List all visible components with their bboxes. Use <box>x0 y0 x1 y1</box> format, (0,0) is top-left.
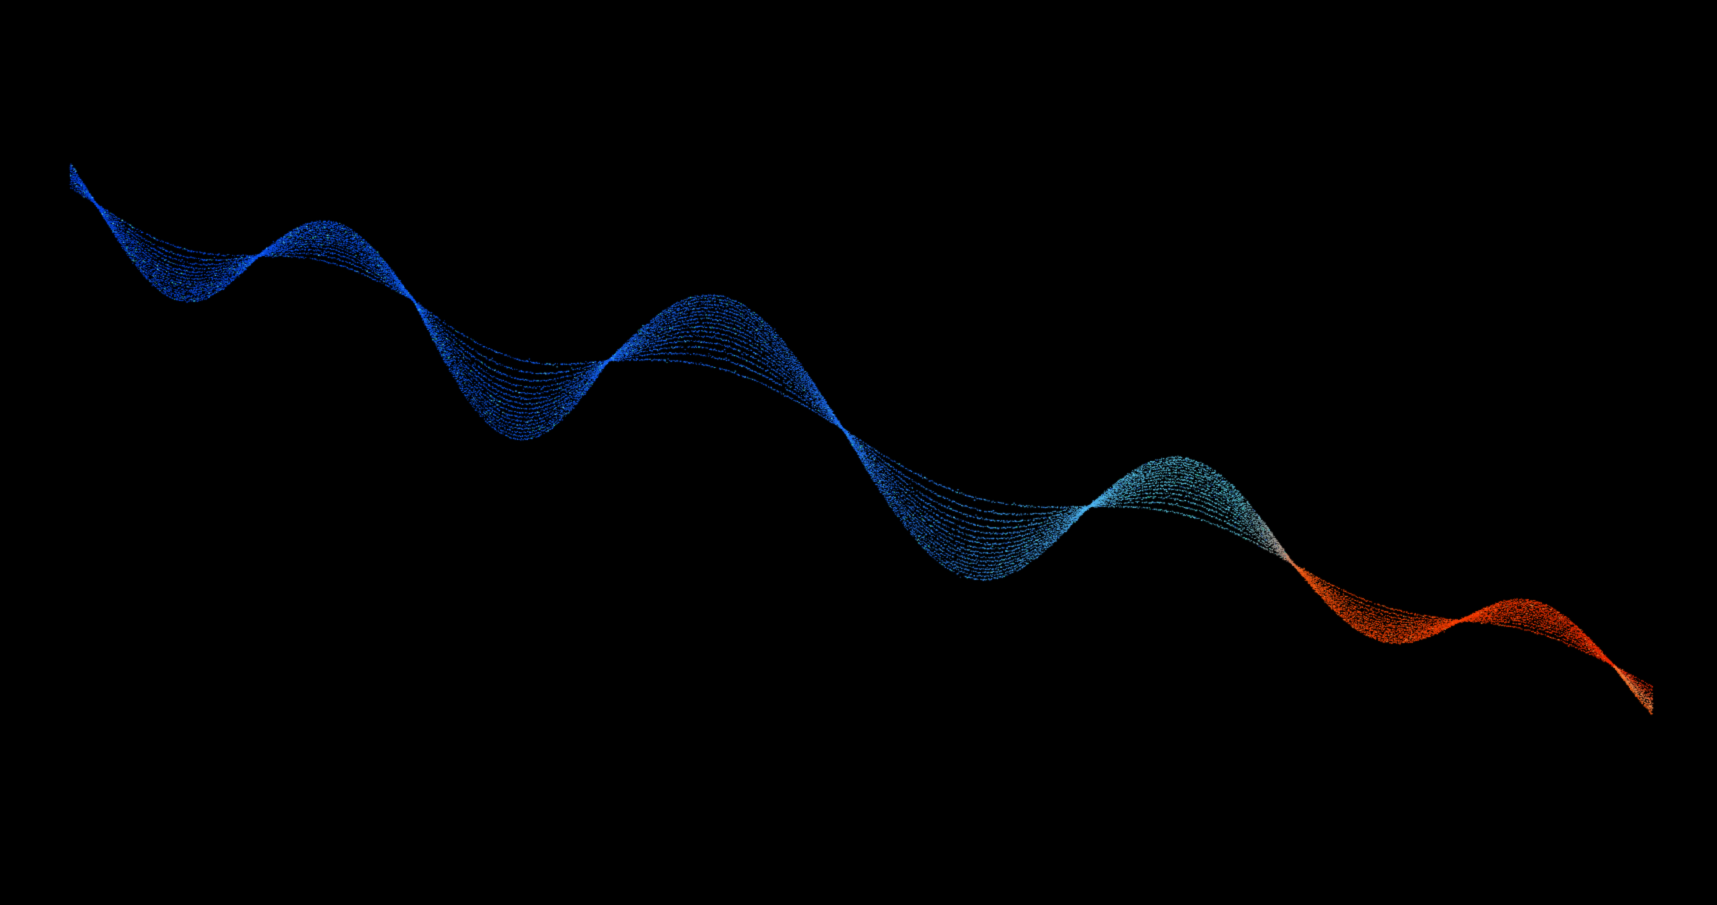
wave-ribbon-canvas <box>0 0 1717 905</box>
abstract-wave-art <box>0 0 1717 905</box>
